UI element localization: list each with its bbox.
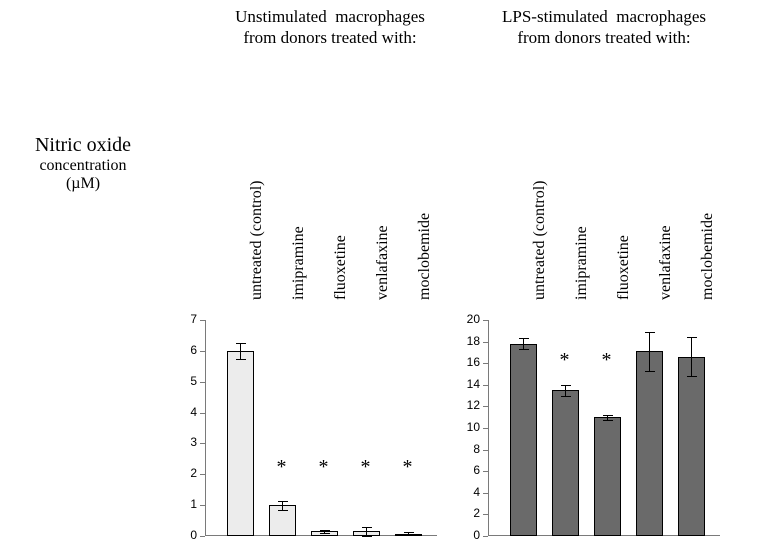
error-bar xyxy=(523,338,524,349)
error-cap xyxy=(278,510,288,511)
y-tick-label: 4 xyxy=(458,485,480,499)
category-label: venlafaxine xyxy=(657,225,675,300)
significance-star: * xyxy=(560,349,570,372)
y-axis-label-sub1: concentration xyxy=(8,157,158,175)
y-tick xyxy=(200,536,205,537)
significance-star: * xyxy=(602,349,612,372)
y-tick xyxy=(200,505,205,506)
error-bar xyxy=(565,385,566,396)
y-tick xyxy=(483,342,488,343)
y-axis-label-main: Nitric oxide xyxy=(8,134,158,157)
error-cap xyxy=(404,535,414,536)
y-tick xyxy=(483,471,488,472)
y-tick-label: 10 xyxy=(458,420,480,434)
significance-star: * xyxy=(277,456,287,479)
error-cap xyxy=(687,376,697,377)
left-chart-header: Unstimulated macrophages from donors tre… xyxy=(200,6,460,49)
error-bar xyxy=(691,337,692,376)
y-tick xyxy=(200,474,205,475)
y-tick xyxy=(483,320,488,321)
bar xyxy=(678,357,705,536)
y-tick xyxy=(483,428,488,429)
category-label: imipramine xyxy=(573,226,591,300)
y-tick-label: 16 xyxy=(458,355,480,369)
y-tick xyxy=(200,320,205,321)
y-tick xyxy=(200,351,205,352)
significance-star: * xyxy=(319,456,329,479)
y-tick-label: 3 xyxy=(175,435,197,449)
error-cap xyxy=(320,533,330,534)
right-chart: 02468101214161820untreated (control)*imi… xyxy=(488,320,720,536)
y-tick-label: 18 xyxy=(458,334,480,348)
y-tick-label: 5 xyxy=(175,374,197,388)
y-tick-label: 8 xyxy=(458,442,480,456)
y-tick xyxy=(200,443,205,444)
error-cap xyxy=(603,415,613,416)
category-label: moclobemide xyxy=(416,213,434,300)
y-tick-label: 0 xyxy=(175,528,197,542)
y-tick xyxy=(483,493,488,494)
y-tick xyxy=(483,406,488,407)
error-cap xyxy=(519,349,529,350)
y-tick xyxy=(483,450,488,451)
y-tick-label: 1 xyxy=(175,497,197,511)
category-label: untreated (control) xyxy=(248,181,266,301)
y-tick-label: 7 xyxy=(175,312,197,326)
y-tick-label: 20 xyxy=(458,312,480,326)
y-axis-label-sub2: (µM) xyxy=(8,175,158,193)
error-cap xyxy=(687,337,697,338)
error-cap xyxy=(236,343,246,344)
y-tick xyxy=(483,514,488,515)
error-bar xyxy=(240,343,241,360)
significance-star: * xyxy=(361,456,371,479)
y-tick xyxy=(483,385,488,386)
bar xyxy=(552,390,579,536)
bar xyxy=(510,344,537,536)
y-tick-label: 2 xyxy=(458,506,480,520)
y-tick xyxy=(200,382,205,383)
error-bar xyxy=(366,527,367,536)
error-cap xyxy=(362,527,372,528)
error-bar xyxy=(282,501,283,510)
left-chart: 01234567untreated (control)*imipramine*f… xyxy=(205,320,437,536)
y-tick-label: 6 xyxy=(458,463,480,477)
y-tick-label: 4 xyxy=(175,405,197,419)
category-label: fluoxetine xyxy=(615,235,633,300)
bar xyxy=(594,417,621,536)
bar xyxy=(227,351,254,536)
error-cap xyxy=(645,332,655,333)
significance-star: * xyxy=(403,456,413,479)
y-tick-label: 6 xyxy=(175,343,197,357)
right-chart-header: LPS-stimulated macrophages from donors t… xyxy=(474,6,734,49)
y-tick-label: 2 xyxy=(175,466,197,480)
y-tick-label: 12 xyxy=(458,398,480,412)
bar xyxy=(636,351,663,536)
error-cap xyxy=(278,501,288,502)
y-tick xyxy=(483,536,488,537)
y-tick xyxy=(483,363,488,364)
category-label: venlafaxine xyxy=(374,225,392,300)
y-tick-label: 14 xyxy=(458,377,480,391)
error-cap xyxy=(645,371,655,372)
error-cap xyxy=(362,536,372,537)
error-cap xyxy=(404,532,414,533)
category-label: moclobemide xyxy=(699,213,717,300)
error-cap xyxy=(561,396,571,397)
y-axis xyxy=(488,320,489,536)
error-cap xyxy=(519,338,529,339)
category-label: fluoxetine xyxy=(332,235,350,300)
error-cap xyxy=(236,359,246,360)
y-axis-label-block: Nitric oxide concentration (µM) xyxy=(8,134,158,193)
y-tick xyxy=(200,413,205,414)
category-label: imipramine xyxy=(290,226,308,300)
error-bar xyxy=(649,332,650,371)
category-label: untreated (control) xyxy=(531,181,549,301)
error-cap xyxy=(603,420,613,421)
y-axis xyxy=(205,320,206,536)
y-tick-label: 0 xyxy=(458,528,480,542)
error-cap xyxy=(561,385,571,386)
error-cap xyxy=(320,530,330,531)
